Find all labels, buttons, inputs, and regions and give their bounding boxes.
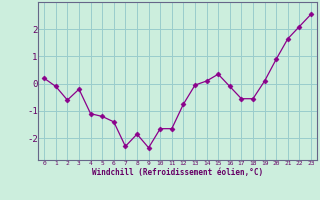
X-axis label: Windchill (Refroidissement éolien,°C): Windchill (Refroidissement éolien,°C) [92, 168, 263, 177]
